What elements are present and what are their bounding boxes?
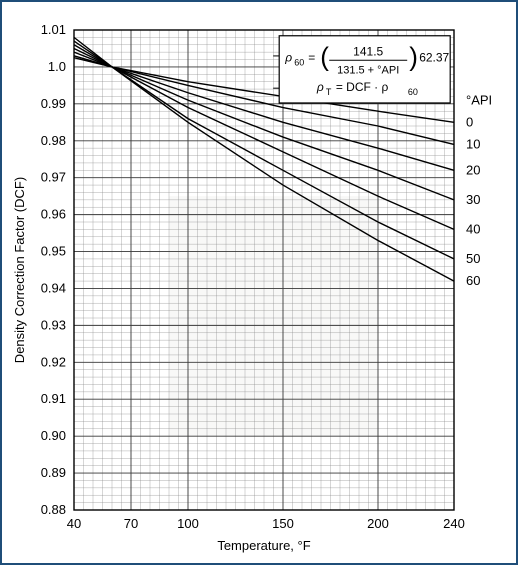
svg-text:= DCF · ρ: = DCF · ρ — [336, 80, 389, 94]
figure-frame: 0.88 0.89 0.90 0.91 0.92 0.93 0.94 0.95 0.96 0.97… — [0, 0, 518, 565]
y-axis-label: Density Correction Factor (DCF) — [12, 177, 27, 363]
y-tick-label: 0.91 — [41, 391, 66, 406]
y-tick-label: 1.0 — [48, 59, 66, 74]
x-tick-label: 150 — [272, 516, 294, 531]
x-tick-label: 240 — [443, 516, 465, 531]
y-tick-label: 0.88 — [41, 502, 66, 517]
svg-text:): ) — [409, 41, 418, 71]
y-tick-label: 0.96 — [41, 207, 66, 222]
svg-text:62.37: 62.37 — [419, 50, 449, 64]
y-tick-label: 0.93 — [41, 317, 66, 332]
y-tick-label: 0.95 — [41, 244, 66, 259]
api-label-30: 30 — [466, 192, 480, 207]
api-label-0: 0 — [466, 114, 473, 129]
api-label-20: 20 — [466, 162, 480, 177]
svg-text:(: ( — [320, 41, 329, 71]
x-tick-label: 100 — [177, 516, 199, 531]
api-label-10: 10 — [466, 136, 480, 151]
y-tick-label: 0.99 — [41, 96, 66, 111]
y-tick-label: 0.90 — [41, 428, 66, 443]
x-tick-label: 40 — [67, 516, 81, 531]
svg-text:ρ: ρ — [316, 80, 324, 94]
svg-text:131.5 + °API: 131.5 + °API — [337, 64, 399, 76]
x-tick-label: 200 — [367, 516, 389, 531]
api-label-40: 40 — [466, 221, 480, 236]
api-label-60: 60 — [466, 273, 480, 288]
svg-text:=: = — [308, 50, 315, 64]
svg-text:141.5: 141.5 — [353, 44, 383, 58]
right-axis-label: °API — [466, 92, 492, 107]
svg-text:60: 60 — [408, 87, 418, 97]
dcf-chart-svg: 0.88 0.89 0.90 0.91 0.92 0.93 0.94 0.95 0.96 0.97… — [2, 2, 518, 567]
svg-text:ρ: ρ — [284, 50, 292, 64]
y-tick-label: 0.98 — [41, 133, 66, 148]
y-tick-label: 0.94 — [41, 280, 66, 295]
svg-text:60: 60 — [294, 57, 304, 67]
y-tick-label: 1.01 — [41, 22, 66, 37]
api-label-50: 50 — [466, 251, 480, 266]
y-tick-label: 0.97 — [41, 170, 66, 185]
x-tick-label: 70 — [124, 516, 138, 531]
y-tick-label: 0.89 — [41, 465, 66, 480]
y-tick-label: 0.92 — [41, 354, 66, 369]
svg-text:T: T — [326, 87, 332, 97]
x-axis-label: Temperature, °F — [217, 538, 310, 553]
